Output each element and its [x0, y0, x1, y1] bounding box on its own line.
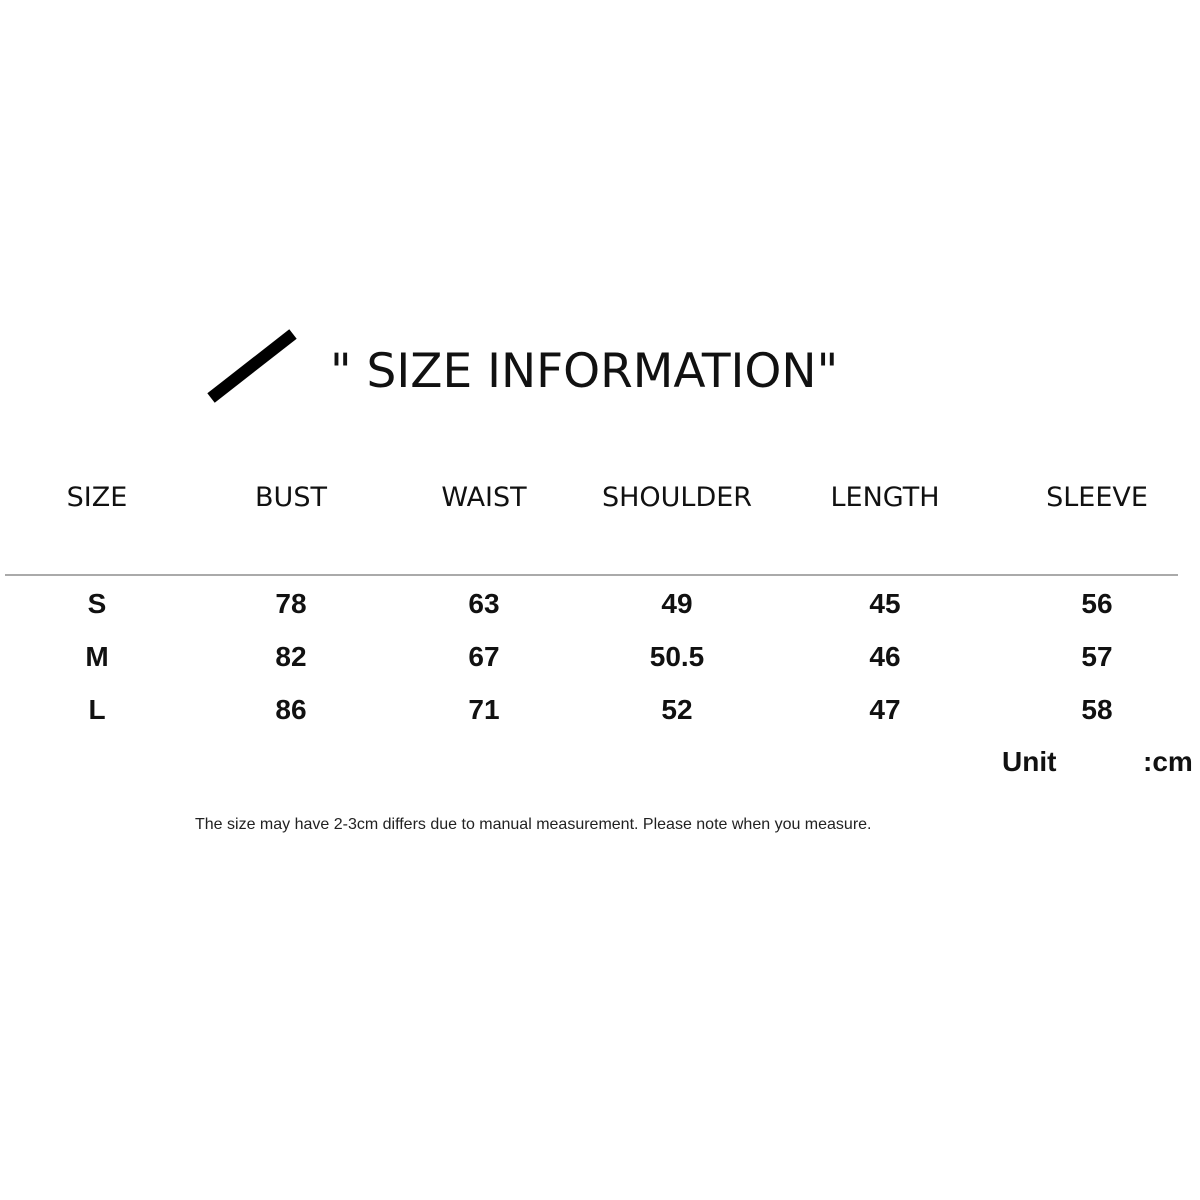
table-cell: 67 — [468, 641, 500, 672]
table-cell: 45 — [869, 588, 901, 619]
table-cell: 71 — [468, 694, 500, 725]
table-cell: 82 — [275, 641, 307, 672]
table-cell: L — [88, 694, 106, 725]
header-bust: BUST — [255, 482, 327, 513]
header-waist: WAIST — [441, 482, 527, 513]
header-sleeve: SLEEVE — [1046, 482, 1148, 513]
measurement-note: The size may have 2-3cm differs due to m… — [195, 816, 872, 833]
table-cell: 50.5 — [649, 641, 705, 672]
table-cell: 56 — [1081, 588, 1113, 619]
table-cell: 86 — [275, 694, 307, 725]
table-cell: 58 — [1081, 694, 1113, 725]
header-size: SIZE — [66, 482, 128, 513]
table-cell: 52 — [661, 694, 693, 725]
table-cell: S — [87, 588, 107, 619]
table-cell: 57 — [1081, 641, 1113, 672]
table-cell: 46 — [869, 641, 901, 672]
table-cell: M — [85, 641, 109, 672]
unit-value: :cm — [1143, 746, 1193, 777]
header-divider — [5, 574, 1178, 576]
table-cell: 63 — [468, 588, 500, 619]
table-cell: 47 — [869, 694, 901, 725]
decorative-slash-icon — [207, 329, 297, 403]
page-title: " SIZE INFORMATION" — [330, 344, 839, 399]
table-cell: 49 — [661, 588, 693, 619]
header-shoulder: SHOULDER — [601, 482, 753, 513]
unit-label: Unit — [1002, 746, 1057, 777]
table-cell: 78 — [275, 588, 307, 619]
header-length: LENGTH — [830, 482, 940, 513]
